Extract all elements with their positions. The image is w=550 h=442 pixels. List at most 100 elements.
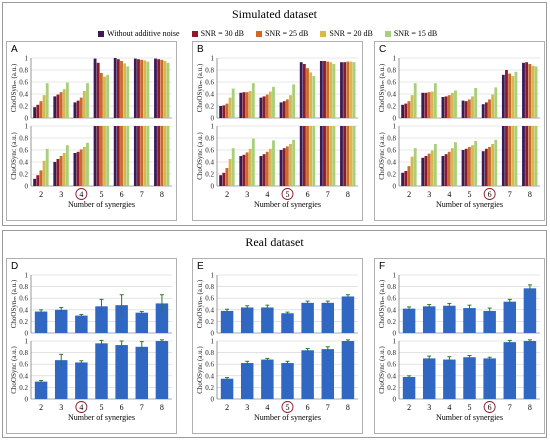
- x-tick-label: 6: [488, 403, 492, 412]
- y-tick-label: 0.4: [387, 306, 396, 314]
- bar: [491, 94, 495, 118]
- bar: [262, 96, 266, 118]
- bar: [239, 92, 243, 118]
- y-tick-label: 0.2: [19, 318, 28, 326]
- x-tick-label: 7: [140, 403, 144, 412]
- bar: [133, 126, 137, 186]
- bar: [508, 73, 512, 118]
- bar: [443, 359, 456, 399]
- bar: [113, 126, 117, 186]
- bar: [483, 358, 496, 399]
- bar: [450, 148, 454, 186]
- legend-swatch: [191, 30, 198, 37]
- y-tick-label: 1: [211, 272, 215, 280]
- panel-c: C 0 0.2 0.4 0.6 0.8 1 ChoOSynₘ (a.u.) 0 0.2 0.4 0.…: [374, 41, 545, 221]
- y-tick-label: 0.4: [205, 306, 214, 314]
- x-axis-label: Number of synergies: [254, 413, 321, 422]
- panel-chart: 0 0.2 0.4 0.6 0.8 1 ChoOSynₘ (a.u.) 0 0.2 0.4 0.6 0…: [378, 272, 540, 422]
- bar: [93, 58, 97, 118]
- bar: [404, 171, 408, 186]
- bar: [42, 95, 46, 118]
- panel-chart: 0 0.2 0.4 0.6 0.8 1 ChoOSynₘ (a.u.) 0 0.2 0.4 0.6 0…: [196, 272, 358, 422]
- bar: [106, 74, 110, 118]
- bar: [261, 359, 274, 399]
- bar: [422, 358, 436, 399]
- bar: [349, 61, 353, 118]
- bar: [404, 103, 408, 118]
- bar: [501, 74, 505, 118]
- selected-category-circle: [483, 401, 496, 413]
- bar: [306, 126, 309, 186]
- bar: [441, 97, 445, 118]
- y-axis-label: ChoOSynₘ (a.u.): [378, 279, 386, 328]
- y-tick-label: 0.4: [205, 159, 214, 167]
- bar: [321, 349, 335, 399]
- y-tick-label: 0.6: [19, 147, 28, 155]
- bar: [343, 62, 347, 118]
- bar: [65, 82, 69, 118]
- bar: [450, 92, 454, 118]
- bar: [483, 310, 496, 333]
- bar: [508, 126, 512, 186]
- bar: [231, 88, 235, 118]
- bar: [279, 102, 283, 118]
- x-tick-label: 3: [59, 403, 63, 412]
- y-tick-label: 0.2: [19, 384, 28, 392]
- bar: [525, 126, 529, 186]
- x-tick-label: 6: [488, 190, 492, 199]
- bar: [79, 97, 83, 118]
- y-axis-label: ChoOSynᴄ (a.u.): [378, 346, 386, 394]
- selected-category-circle: [281, 401, 294, 413]
- bar: [126, 66, 130, 118]
- x-tick-label: 8: [160, 403, 164, 412]
- y-tick-label: 1: [25, 123, 29, 131]
- x-tick-label: 7: [326, 403, 330, 412]
- bar: [115, 345, 128, 399]
- panel-label: B: [197, 44, 204, 55]
- y-tick-label: 0.4: [387, 372, 396, 380]
- bar: [99, 73, 103, 118]
- y-tick-label: 0.8: [19, 283, 28, 291]
- bar: [248, 148, 252, 186]
- bar: [528, 64, 532, 118]
- bar: [137, 126, 140, 186]
- bar: [155, 341, 169, 399]
- bar: [484, 102, 488, 118]
- bar: [262, 154, 266, 186]
- bar: [401, 104, 405, 118]
- x-tick-label: 3: [245, 190, 249, 199]
- y-tick-label: 0.6: [205, 79, 214, 87]
- panel-label: C: [379, 44, 387, 55]
- selected-category-circle: [483, 188, 496, 200]
- bar: [62, 89, 66, 118]
- bar: [73, 102, 77, 118]
- bar: [143, 126, 147, 186]
- legend-item-no-noise: Without additive noise: [98, 29, 180, 38]
- bar: [54, 360, 68, 399]
- bar: [103, 76, 106, 118]
- panel-label: A: [11, 44, 18, 55]
- bar: [427, 153, 431, 186]
- y-tick-label: 0.8: [387, 349, 396, 357]
- bar: [268, 91, 272, 118]
- y-tick-label: 0.6: [19, 79, 28, 87]
- y-tick-label: 0.4: [387, 91, 396, 99]
- bar: [523, 341, 537, 399]
- bar: [86, 142, 89, 186]
- panel-label: D: [11, 261, 19, 272]
- bar: [407, 166, 411, 186]
- x-tick-label: 6: [120, 190, 124, 199]
- y-axis-label: ChoOSynᴄ (a.u.): [10, 346, 18, 394]
- panel-d: D 0 0.2 0.4 0.6 0.8 1 ChoOSynₘ (a.u.) 0 0.2 0.4 0.…: [6, 258, 177, 434]
- panel-label: E: [197, 261, 204, 272]
- bar: [301, 302, 314, 333]
- bar: [329, 62, 333, 118]
- y-axis-label: ChoOSynₘ (a.u.): [378, 63, 386, 112]
- bar: [461, 150, 465, 186]
- y-tick-label: 0.6: [387, 79, 396, 87]
- y-tick-label: 1: [211, 55, 215, 63]
- x-axis-label: Number of synergies: [68, 200, 135, 209]
- bar: [75, 362, 88, 399]
- bar: [245, 152, 249, 186]
- bar: [312, 76, 316, 118]
